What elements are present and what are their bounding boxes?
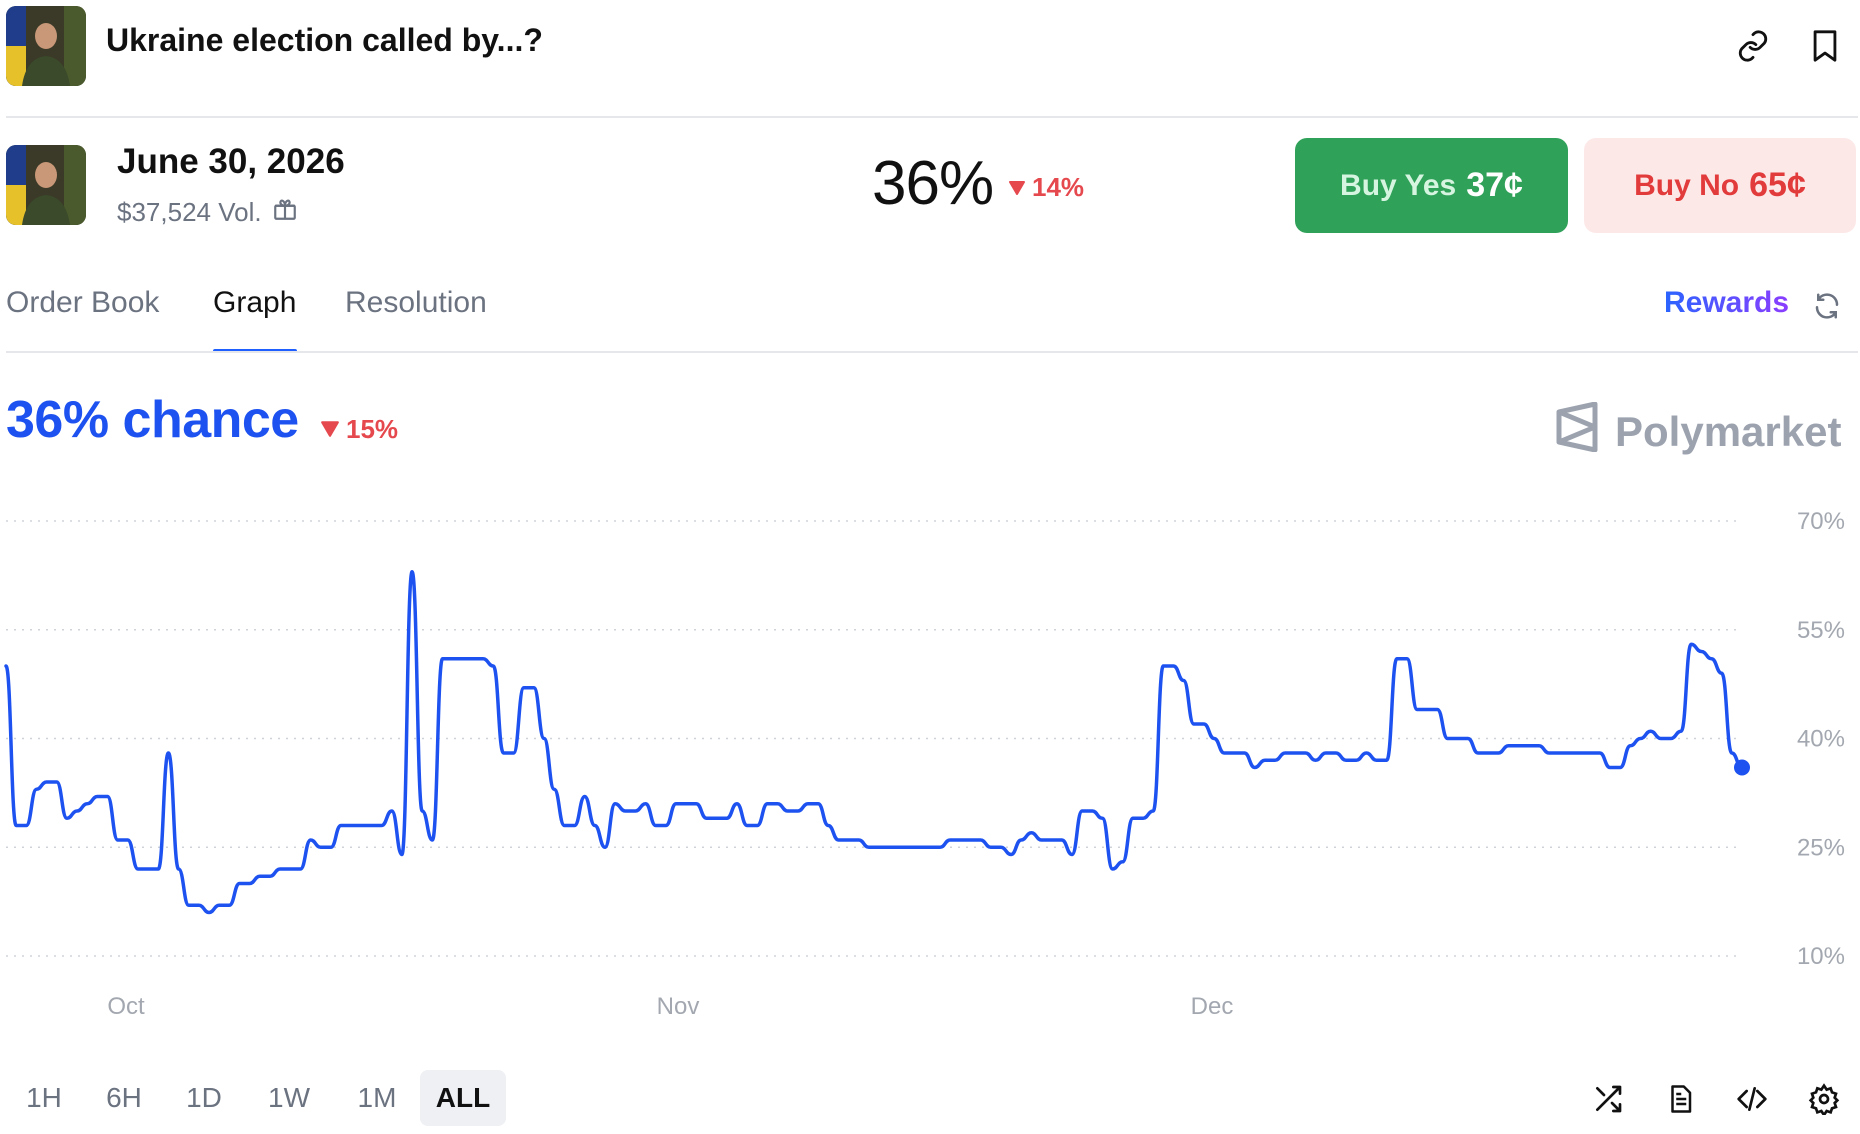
down-triangle-icon — [1008, 172, 1026, 203]
y-tick-label: 70% — [1797, 508, 1845, 535]
buy-yes-button[interactable]: Buy Yes 37¢ — [1295, 138, 1568, 233]
probability-change: 14% — [1008, 172, 1084, 203]
tab-graph[interactable]: Graph — [213, 286, 297, 319]
range-1h[interactable]: 1H — [26, 1082, 62, 1113]
down-triangle-icon — [320, 414, 340, 445]
series-line — [4, 570, 1744, 915]
tab-order-book[interactable]: Order Book — [6, 286, 160, 319]
buy-no-label: Buy No — [1634, 168, 1740, 202]
tab-resolution[interactable]: Resolution — [345, 286, 487, 319]
outcome-avatar — [6, 145, 86, 225]
buy-no-price: 65¢ — [1749, 166, 1806, 204]
x-tick-label: Nov — [657, 993, 700, 1020]
polymarket-brand-text: Polymarket — [1615, 408, 1842, 455]
range-1m[interactable]: 1M — [357, 1082, 397, 1113]
bookmark-icon[interactable] — [1803, 24, 1847, 68]
rewards-link[interactable]: Rewards — [1664, 286, 1790, 319]
buy-no-button[interactable]: Buy No 65¢ — [1584, 138, 1856, 233]
shuffle-icon[interactable] — [1585, 1076, 1631, 1122]
polymarket-logo-icon — [1555, 401, 1599, 462]
latest-point-dot — [1734, 759, 1750, 776]
document-icon[interactable] — [1657, 1076, 1703, 1122]
chance-change-value: 15% — [346, 414, 399, 444]
gift-icon[interactable] — [272, 196, 298, 229]
tabs-divider — [6, 351, 1858, 353]
embed-code-icon[interactable] — [1729, 1076, 1775, 1122]
volume: $37,524 Vol. — [117, 196, 298, 229]
header-divider — [6, 116, 1858, 118]
y-tick-label: 10% — [1797, 943, 1845, 970]
x-tick-label: Dec — [1191, 993, 1234, 1020]
probability: 36% — [872, 149, 994, 218]
range-1w[interactable]: 1W — [268, 1082, 310, 1113]
polymarket-watermark: Polymarket — [1555, 401, 1842, 462]
buy-yes-price: 37¢ — [1466, 166, 1523, 204]
settings-gear-icon[interactable] — [1801, 1076, 1847, 1122]
chance-label: 36% chance — [6, 391, 299, 449]
refresh-icon[interactable] — [1805, 284, 1849, 328]
market-avatar — [6, 6, 86, 86]
chance-change: 15% — [320, 414, 398, 445]
x-tick-label: Oct — [107, 993, 145, 1020]
buy-yes-label: Buy Yes — [1340, 168, 1457, 202]
range-1d[interactable]: 1D — [186, 1082, 222, 1113]
y-tick-label: 25% — [1797, 834, 1845, 861]
outcome-date: June 30, 2026 — [117, 142, 345, 181]
price-chart[interactable]: 70% 55% 40% 25% 10% Oct Nov Dec — [0, 490, 1860, 1030]
probability-change-value: 14% — [1032, 172, 1085, 202]
volume-text: $37,524 Vol. — [117, 197, 262, 227]
market-title: Ukraine election called by...? — [106, 22, 543, 58]
y-tick-label: 40% — [1797, 726, 1845, 753]
range-all[interactable]: ALL — [420, 1070, 506, 1126]
y-tick-label: 55% — [1797, 617, 1845, 644]
range-6h[interactable]: 6H — [106, 1082, 142, 1113]
copy-link-icon[interactable] — [1731, 24, 1775, 68]
